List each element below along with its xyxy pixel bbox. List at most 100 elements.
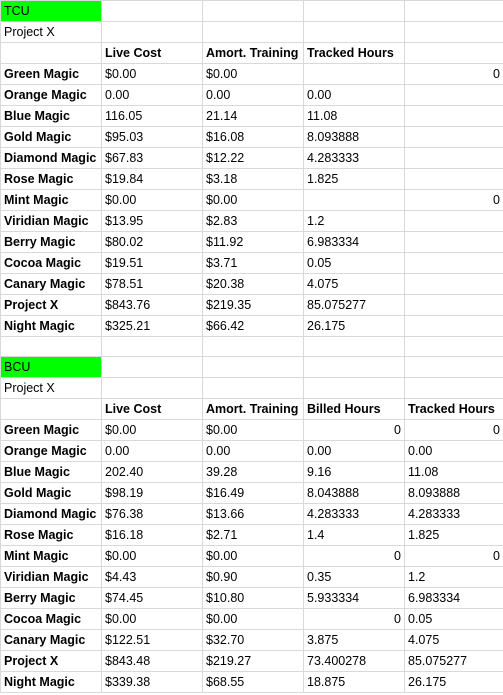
empty-cell[interactable] [202,356,304,378]
value-cell[interactable]: 85.075277 [303,294,405,316]
row-label-cell[interactable]: Diamond Magic [0,503,102,525]
column-header-cell[interactable]: Live Cost [101,42,203,64]
value-cell[interactable]: $80.02 [101,231,203,253]
row-label-cell[interactable]: Night Magic [0,671,102,693]
value-cell[interactable]: $843.76 [101,294,203,316]
value-cell[interactable]: 0.05 [404,608,503,630]
value-cell[interactable]: 9.16 [303,461,405,483]
empty-cell[interactable] [404,126,503,148]
empty-cell[interactable] [404,210,503,232]
value-cell[interactable]: 3.875 [303,629,405,651]
empty-cell[interactable] [101,21,203,43]
value-cell[interactable]: 26.175 [404,671,503,693]
row-label-cell[interactable]: Night Magic [0,315,102,337]
value-cell[interactable]: $95.03 [101,126,203,148]
empty-cell[interactable] [101,0,203,22]
value-cell[interactable]: 4.283333 [303,503,405,525]
value-cell[interactable]: 202.40 [101,461,203,483]
row-label-cell[interactable]: Cocoa Magic [0,608,102,630]
row-label-cell[interactable]: Green Magic [0,419,102,441]
empty-cell[interactable] [404,231,503,253]
value-cell[interactable]: $20.38 [202,273,304,295]
column-header-cell[interactable]: Amort. Training [202,398,304,420]
value-cell[interactable]: $219.35 [202,294,304,316]
value-cell[interactable]: 26.175 [303,315,405,337]
value-cell[interactable]: $122.51 [101,629,203,651]
row-label-cell[interactable]: Berry Magic [0,231,102,253]
empty-cell[interactable] [404,168,503,190]
value-cell[interactable]: $16.08 [202,126,304,148]
row-label-cell[interactable]: Viridian Magic [0,210,102,232]
empty-cell[interactable] [303,356,405,378]
value-cell[interactable]: 85.075277 [404,650,503,672]
row-label-cell[interactable]: Cocoa Magic [0,252,102,274]
empty-cell[interactable] [404,105,503,127]
value-cell[interactable]: 0.00 [202,440,304,462]
value-cell[interactable]: 0 [404,189,503,211]
row-label-cell[interactable]: Canary Magic [0,629,102,651]
value-cell[interactable]: 0.00 [101,84,203,106]
value-cell[interactable]: 1.825 [303,168,405,190]
empty-cell[interactable] [202,377,304,399]
empty-cell[interactable] [404,147,503,169]
value-cell[interactable]: $19.51 [101,252,203,274]
value-cell[interactable]: $0.00 [202,419,304,441]
row-label-cell[interactable]: Mint Magic [0,189,102,211]
empty-cell[interactable] [303,377,405,399]
value-cell[interactable]: $3.18 [202,168,304,190]
value-cell[interactable]: $843.48 [101,650,203,672]
row-label-cell[interactable]: Rose Magic [0,524,102,546]
value-cell[interactable]: $74.45 [101,587,203,609]
empty-cell[interactable] [303,63,405,85]
empty-cell[interactable] [0,398,102,420]
section-title-cell[interactable]: TCU [0,0,102,22]
empty-cell[interactable] [404,336,503,357]
value-cell[interactable]: $32.70 [202,629,304,651]
column-header-cell[interactable]: Billed Hours [303,398,405,420]
empty-cell[interactable] [404,356,503,378]
value-cell[interactable]: 116.05 [101,105,203,127]
value-cell[interactable]: 73.400278 [303,650,405,672]
empty-cell[interactable] [101,336,203,357]
value-cell[interactable]: $4.43 [101,566,203,588]
row-label-cell[interactable]: Mint Magic [0,545,102,567]
empty-cell[interactable] [202,0,304,22]
value-cell[interactable]: $13.66 [202,503,304,525]
value-cell[interactable]: 1.2 [303,210,405,232]
row-label-cell[interactable]: Viridian Magic [0,566,102,588]
empty-cell[interactable] [404,84,503,106]
value-cell[interactable]: $325.21 [101,315,203,337]
empty-cell[interactable] [0,42,102,64]
value-cell[interactable]: $0.00 [202,545,304,567]
value-cell[interactable]: $0.00 [202,63,304,85]
row-label-cell[interactable]: Canary Magic [0,273,102,295]
empty-cell[interactable] [202,21,304,43]
value-cell[interactable]: $219.27 [202,650,304,672]
empty-cell[interactable] [404,21,503,43]
value-cell[interactable]: 4.075 [404,629,503,651]
empty-cell[interactable] [404,315,503,337]
row-label-cell[interactable]: Gold Magic [0,126,102,148]
empty-cell[interactable] [404,273,503,295]
value-cell[interactable]: 0.05 [303,252,405,274]
empty-cell[interactable] [303,21,405,43]
value-cell[interactable]: $0.00 [101,608,203,630]
value-cell[interactable]: 4.075 [303,273,405,295]
value-cell[interactable]: $3.71 [202,252,304,274]
value-cell[interactable]: 8.043888 [303,482,405,504]
value-cell[interactable]: 4.283333 [303,147,405,169]
value-cell[interactable]: $76.38 [101,503,203,525]
value-cell[interactable]: $11.92 [202,231,304,253]
value-cell[interactable]: $2.83 [202,210,304,232]
value-cell[interactable]: 0.35 [303,566,405,588]
value-cell[interactable]: $98.19 [101,482,203,504]
value-cell[interactable]: 0 [303,419,405,441]
empty-cell[interactable] [303,189,405,211]
value-cell[interactable]: $66.42 [202,315,304,337]
value-cell[interactable]: 0.00 [101,440,203,462]
value-cell[interactable]: $2.71 [202,524,304,546]
project-cell[interactable]: Project X [0,377,102,399]
value-cell[interactable]: $0.00 [101,545,203,567]
row-label-cell[interactable]: Blue Magic [0,105,102,127]
row-label-cell[interactable]: Rose Magic [0,168,102,190]
